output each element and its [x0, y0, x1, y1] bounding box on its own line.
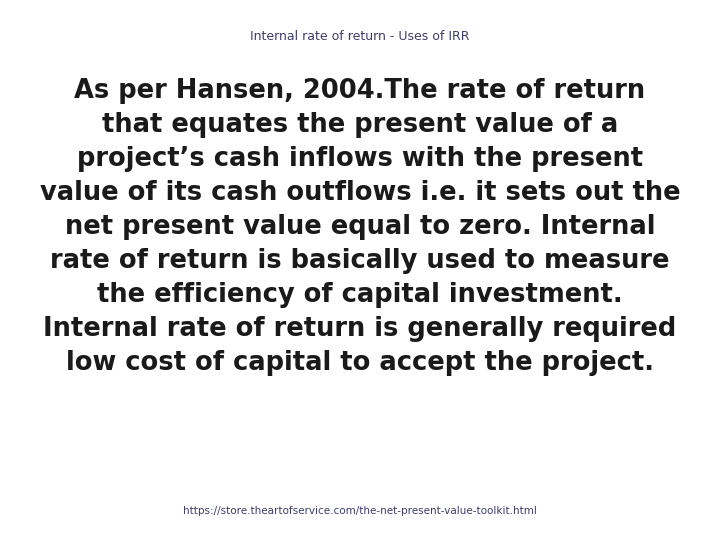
Text: As per Hansen, 2004.The rate of return
that equates the present value of a
proje: As per Hansen, 2004.The rate of return t… [40, 78, 680, 376]
Text: https://store.theartofservice.com/the-net-present-value-toolkit.html: https://store.theartofservice.com/the-ne… [183, 505, 537, 516]
Text: Internal rate of return - Uses of IRR: Internal rate of return - Uses of IRR [251, 30, 469, 43]
